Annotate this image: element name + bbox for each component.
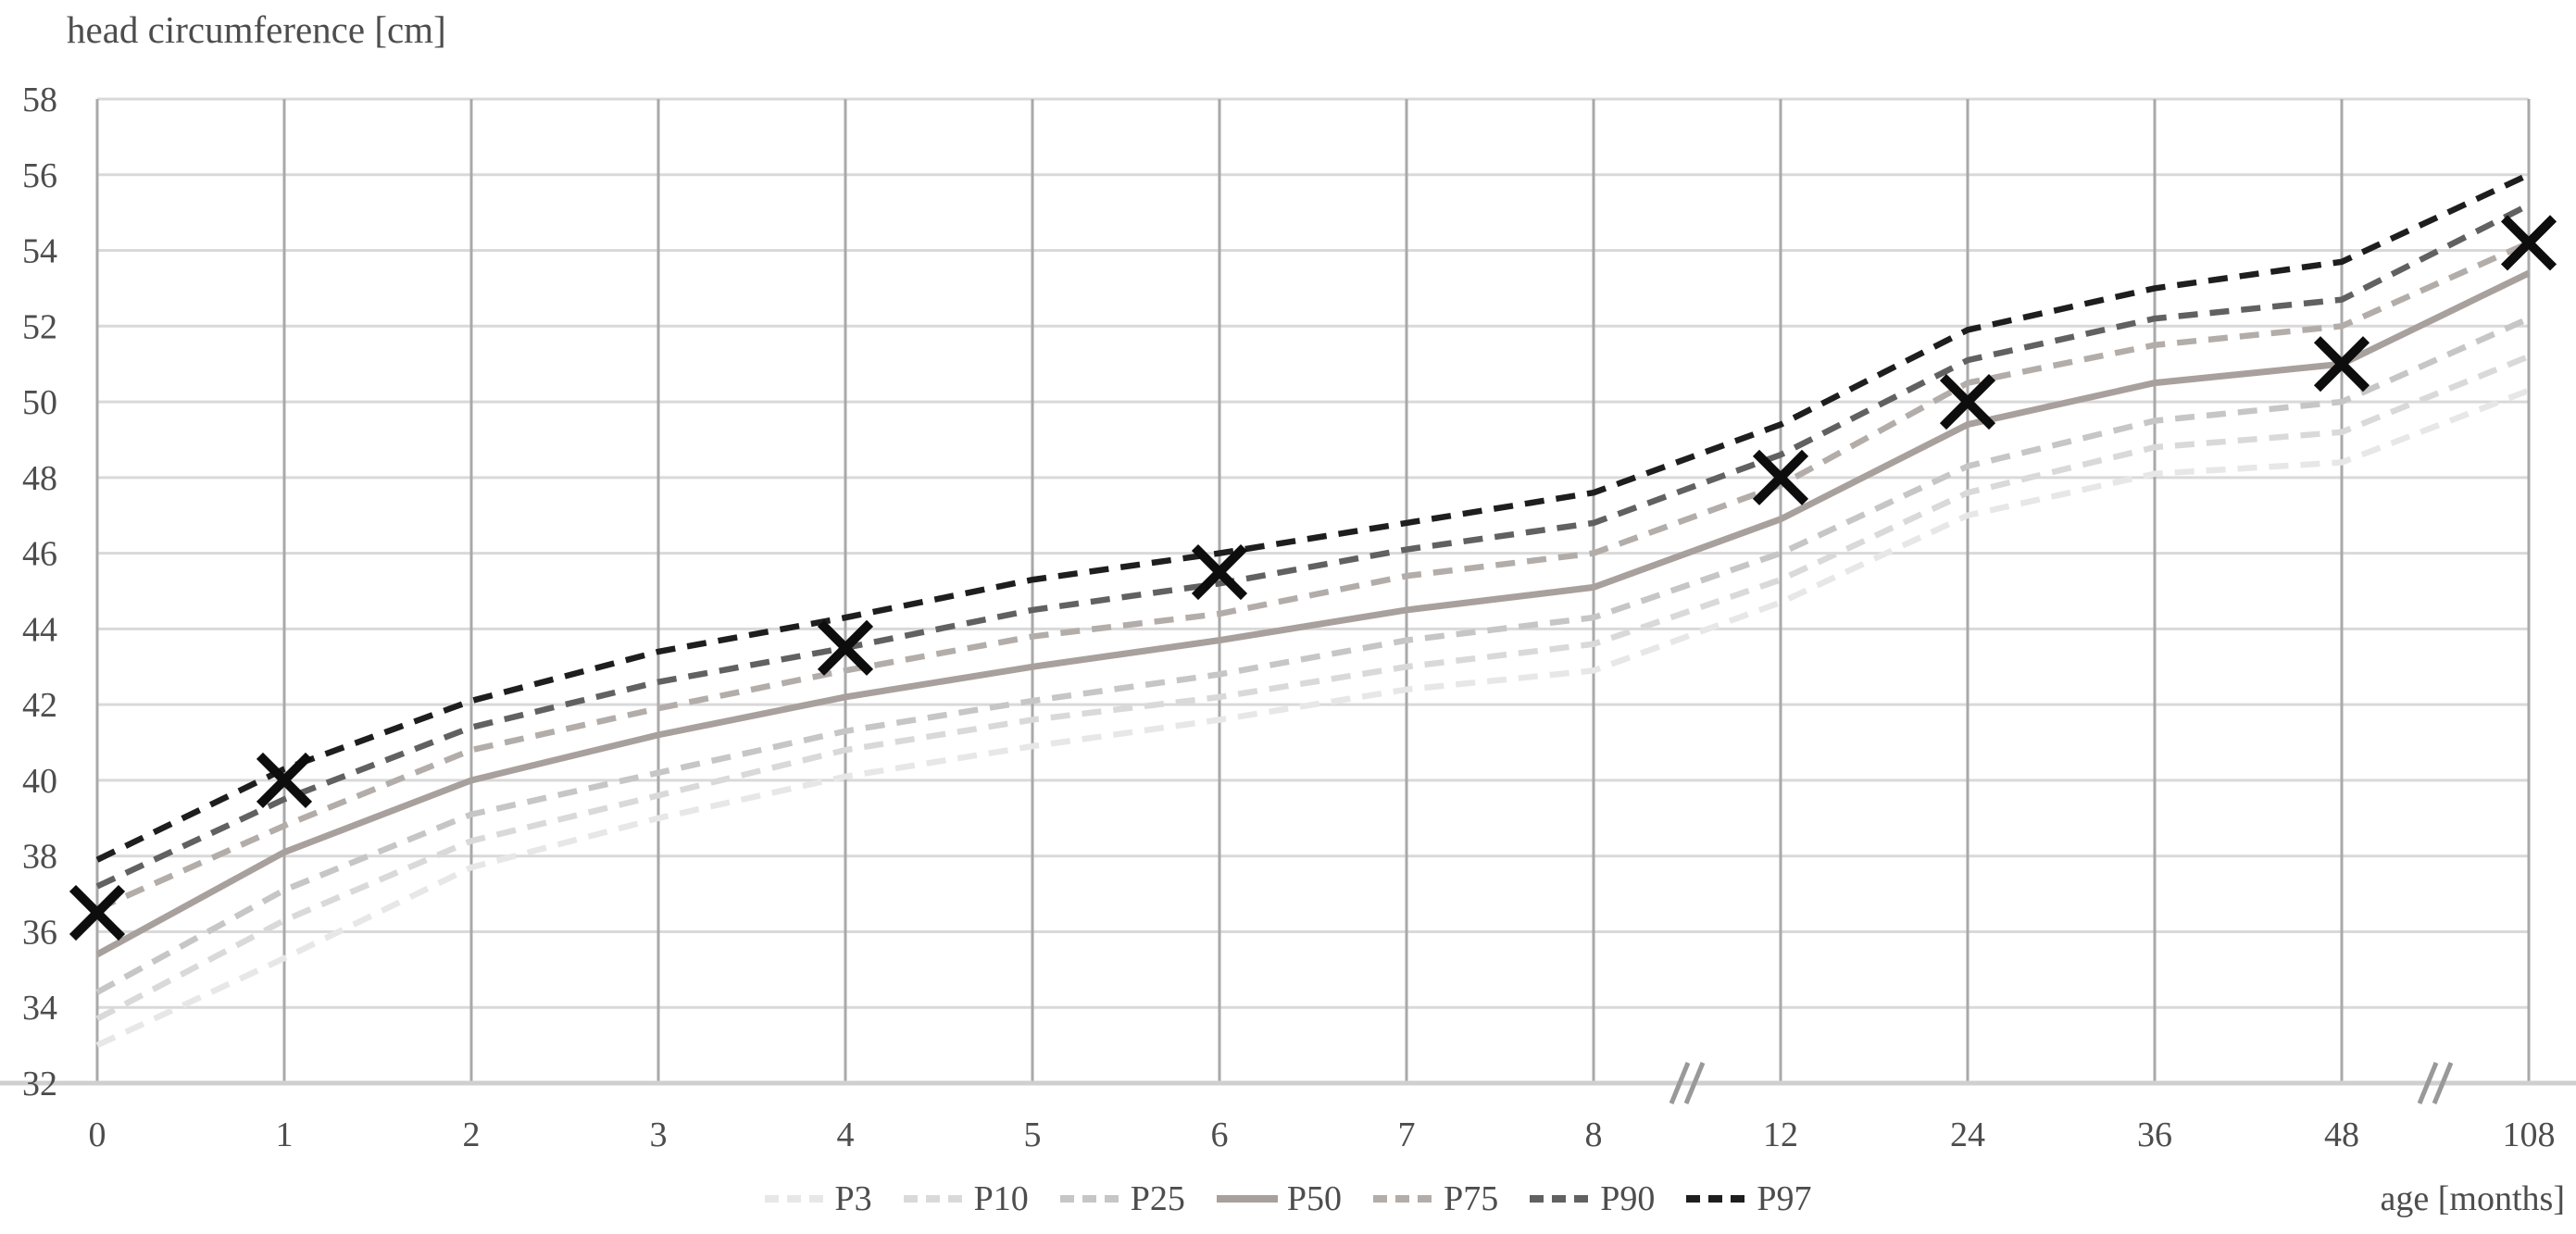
axis-break-mark xyxy=(2432,1062,2454,1104)
measurement-marker xyxy=(817,619,874,676)
y-tick-label: 50 xyxy=(22,383,57,422)
y-tick-label: 34 xyxy=(22,989,57,1028)
y-tick-label: 44 xyxy=(22,610,57,649)
measurement-marker xyxy=(256,752,313,808)
y-tick-label: 54 xyxy=(22,232,57,271)
x-tick-label: 24 xyxy=(1950,1116,1985,1154)
y-tick-label: 48 xyxy=(22,459,57,498)
measurement-marker xyxy=(1939,374,1996,430)
x-tick-label: 36 xyxy=(2137,1116,2172,1154)
x-tick-label: 2 xyxy=(463,1116,481,1154)
measurement-marker xyxy=(2500,215,2557,271)
measurement-markers xyxy=(69,215,2557,941)
x-axis-title: age [months] xyxy=(2380,1179,2565,1218)
x-tick-label: 7 xyxy=(1398,1116,1416,1154)
y-tick-label: 38 xyxy=(22,838,57,877)
series-line-P3 xyxy=(95,387,2531,1049)
measurement-marker xyxy=(69,884,126,941)
measurement-marker xyxy=(1752,449,1809,505)
axis-break-mark xyxy=(1669,1062,1691,1104)
x-tick-labels: 0 1 2 3 4 5 6 7 8 12 24 36 48 108 xyxy=(89,1116,2556,1154)
y-tick-label: 58 xyxy=(22,81,57,119)
axis-break-mark xyxy=(2417,1062,2439,1104)
x-tick-label: 5 xyxy=(1024,1116,1042,1154)
y-tick-label: 42 xyxy=(22,686,57,725)
series-line-P50 xyxy=(95,269,2531,958)
y-tick-label: 56 xyxy=(22,156,57,195)
series-line-P10 xyxy=(95,354,2531,1022)
series-line-P75 xyxy=(95,240,2531,912)
series-lines xyxy=(95,171,2531,1049)
x-tick-label: 108 xyxy=(2503,1116,2556,1154)
x-tick-label: 1 xyxy=(276,1116,294,1154)
y-tick-label: 36 xyxy=(22,913,57,952)
horizontal-gridlines xyxy=(97,97,2529,1009)
x-tick-label: 8 xyxy=(1585,1116,1603,1154)
x-tick-label: 6 xyxy=(1211,1116,1229,1154)
x-tick-label: 3 xyxy=(650,1116,668,1154)
y-tick-label: 46 xyxy=(22,535,57,574)
axis-break-mark xyxy=(1683,1062,1706,1104)
x-tick-label: 48 xyxy=(2324,1116,2359,1154)
vertical-gridlines xyxy=(95,99,2531,1083)
x-axis-breaks xyxy=(1669,1062,2454,1104)
measurement-marker xyxy=(2313,336,2370,393)
y-tick-label: 40 xyxy=(22,762,57,801)
y-tick-labels: 32 34 36 38 40 42 44 46 48 50 52 54 56 58 xyxy=(22,81,57,1103)
measurement-marker xyxy=(1191,543,1248,601)
series-line-P90 xyxy=(95,202,2531,890)
x-tick-label: 0 xyxy=(89,1116,106,1154)
chart-title: head circumference [cm] xyxy=(67,8,446,51)
x-tick-label: 4 xyxy=(837,1116,855,1154)
y-tick-label: 52 xyxy=(22,307,57,346)
y-tick-label: 32 xyxy=(22,1065,57,1103)
series-line-P97 xyxy=(95,171,2531,863)
x-tick-label: 12 xyxy=(1763,1116,1798,1154)
series-line-P25 xyxy=(95,316,2531,995)
